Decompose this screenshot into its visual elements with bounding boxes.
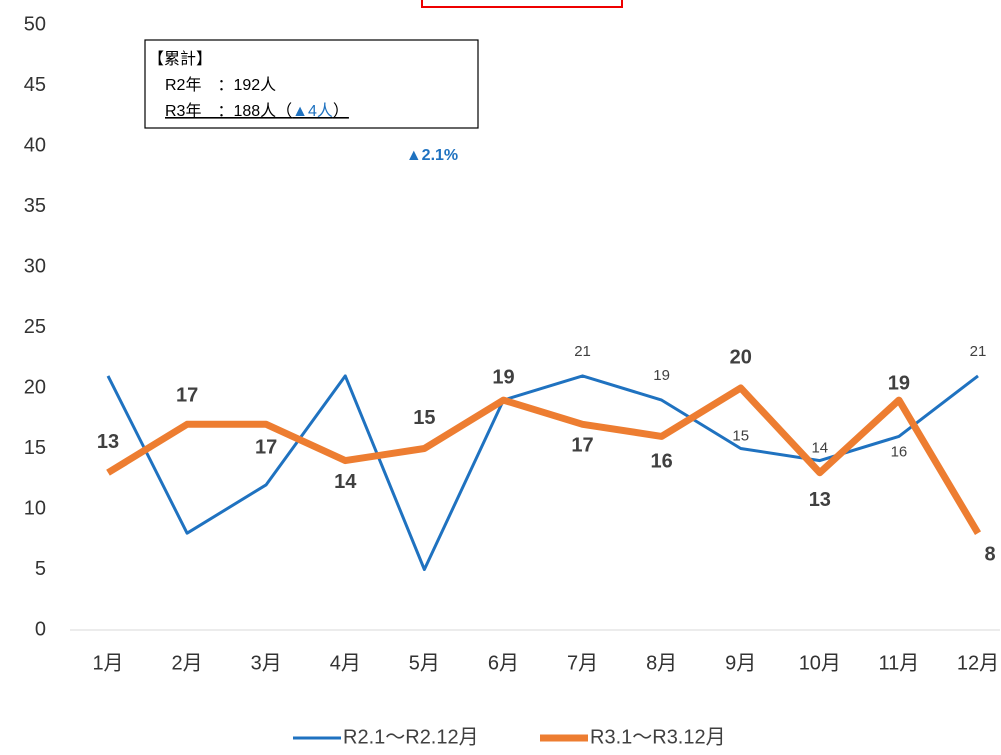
- y-tick-label: 30: [24, 255, 46, 277]
- data-label: 17: [176, 385, 198, 407]
- x-tick-label: 7月: [567, 652, 598, 674]
- x-tick-label: 4月: [330, 652, 361, 674]
- y-tick-label: 35: [24, 195, 46, 217]
- y-tick-label: 20: [24, 376, 46, 398]
- data-label: 19: [888, 372, 910, 394]
- data-label: 13: [97, 431, 119, 453]
- summary-r3-b: ▲4人: [292, 102, 333, 120]
- x-tick-label: 9月: [725, 652, 756, 674]
- y-tick-label: 0: [35, 618, 46, 640]
- rate-annotation: ▲2.1%: [406, 147, 458, 164]
- data-label: 21: [970, 343, 987, 360]
- y-tick-label: 10: [24, 497, 46, 519]
- x-tick-label: 10月: [799, 652, 841, 674]
- data-label: 15: [732, 427, 749, 444]
- y-tick-label: 5: [35, 558, 46, 580]
- data-label: 8: [984, 543, 995, 565]
- x-tick-label: 8月: [646, 652, 677, 674]
- summary-title: 【累計】: [148, 50, 212, 68]
- x-tick-label: 12月: [957, 652, 999, 674]
- data-label: 21: [574, 343, 591, 360]
- legend-label: R2.1～R2.12月: [343, 726, 479, 748]
- data-label: 19: [653, 367, 670, 384]
- header-frame: [421, 0, 623, 8]
- summary-r3-a: R3年 ：188人（: [165, 102, 292, 120]
- y-tick-label: 40: [24, 134, 46, 156]
- x-tick-label: 5月: [409, 652, 440, 674]
- data-label: 15: [413, 407, 435, 429]
- y-tick-label: 15: [24, 437, 46, 459]
- summary-box: [144, 39, 479, 129]
- data-label: 17: [255, 437, 277, 459]
- data-label: 19: [492, 366, 514, 388]
- x-tick-label: 3月: [251, 652, 282, 674]
- data-label: 16: [891, 443, 908, 460]
- x-tick-label: 11月: [879, 652, 920, 674]
- summary-r3: R3年 ：188人（▲4人）: [165, 102, 349, 120]
- summary-r3-c: ）: [333, 102, 349, 120]
- x-tick-label: 2月: [172, 652, 203, 674]
- x-tick-label: 1月: [92, 652, 123, 674]
- data-label: 20: [730, 346, 752, 368]
- summary-r2: R2年 ：192人: [165, 76, 276, 94]
- series-line: [106, 374, 979, 571]
- data-label: 16: [651, 451, 673, 473]
- legend-label: R3.1～R3.12月: [590, 726, 726, 748]
- data-label: 13: [809, 489, 831, 511]
- y-tick-label: 45: [24, 74, 46, 96]
- data-label: 14: [334, 471, 357, 493]
- y-tick-label: 25: [24, 316, 46, 338]
- series-line: [106, 384, 982, 535]
- data-label: 14: [811, 440, 828, 457]
- x-tick-label: 6月: [488, 652, 519, 674]
- y-tick-label: 50: [24, 13, 46, 35]
- data-label: 17: [571, 435, 593, 457]
